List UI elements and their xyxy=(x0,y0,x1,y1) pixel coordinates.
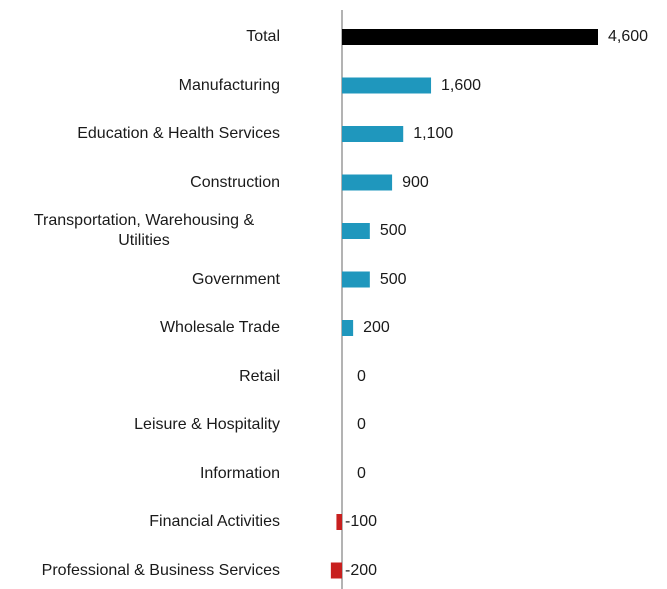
value-label: 500 xyxy=(379,222,407,239)
category-label: Retail xyxy=(239,367,280,385)
bar xyxy=(342,271,370,288)
bar xyxy=(330,562,342,579)
bar xyxy=(342,223,370,239)
category-label: Government xyxy=(191,270,280,288)
bar xyxy=(336,514,342,530)
bar xyxy=(342,29,598,45)
value-label: -100 xyxy=(345,513,378,530)
value-label: 1,100 xyxy=(413,125,454,142)
category-label: Education & Health Services xyxy=(77,125,280,142)
category-label: Professional & Business Services xyxy=(41,561,280,579)
value-label: 900 xyxy=(402,173,429,191)
category-label: Leisure & Hospitality xyxy=(134,416,280,433)
value-label: -200 xyxy=(345,561,378,579)
bar xyxy=(342,320,354,336)
category-label: Transportation, Warehousing & Utilities xyxy=(33,212,255,249)
value-label: 4,600 xyxy=(608,28,649,45)
category-label: Financial Activities xyxy=(149,513,280,530)
value-label: 500 xyxy=(379,270,407,288)
value-label: 200 xyxy=(363,319,390,336)
bar xyxy=(342,174,393,191)
bar xyxy=(342,126,404,142)
category-label: Information xyxy=(199,464,280,482)
value-label: 0 xyxy=(357,367,366,385)
value-label: 1,600 xyxy=(441,76,482,94)
bar xyxy=(342,77,432,94)
category-label: Wholesale Trade xyxy=(159,319,280,336)
value-label: 0 xyxy=(357,416,366,433)
category-label: Manufacturing xyxy=(178,76,280,94)
category-label: Construction xyxy=(190,173,280,191)
category-label: Total xyxy=(246,28,280,45)
value-label: 0 xyxy=(357,464,366,482)
